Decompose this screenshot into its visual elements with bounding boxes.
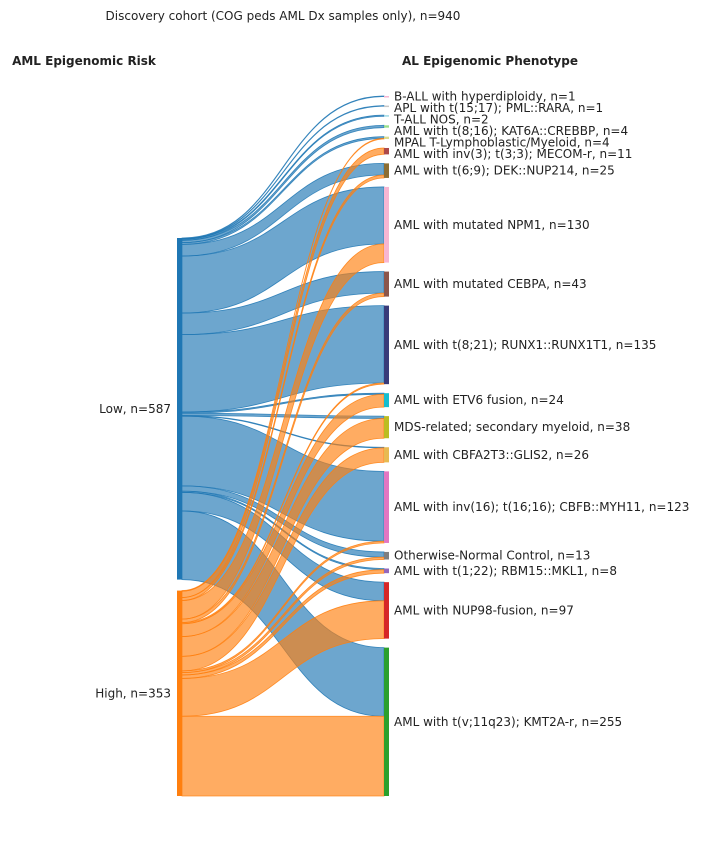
chart-title: Discovery cohort (COG peds AML Dx sample… (106, 9, 461, 23)
target-node-aml-with-mutated-npm1 (384, 186, 389, 263)
flow-high-to-aml-with-nup98-fusion (181, 600, 385, 717)
flow-high-to-aml-with-t-v-11q23-kmt2a-r (181, 715, 385, 797)
target-node-otherwise-normal-control (384, 551, 389, 560)
target-node-aml-with-t-8-21-runx1-runx1t1 (384, 305, 389, 385)
target-node-mds-related-secondary-myeloid (384, 416, 389, 439)
right-column-header: AL Epigenomic Phenotype (402, 54, 578, 68)
flow-high-to-aml-with-etv6-fusion (181, 393, 385, 637)
target-node-aml-with-etv6-fusion (384, 393, 389, 408)
target-label-aml-with-inv-3-t-3-3-mecom-r: AML with inv(3); t(3;3); MECOM-r, n=11 (394, 147, 632, 161)
target-label-aml-with-t-8-16-kat6a-crebbp: AML with t(8;16); KAT6A::CREBBP, n=4 (394, 124, 628, 138)
target-node-aml-with-nup98-fusion (384, 582, 389, 639)
target-label-aml-with-mutated-cebpa: AML with mutated CEBPA, n=43 (394, 277, 587, 291)
labels-layer: Low, n=587 High, n=353 B-ALL with hyperdip… (95, 89, 689, 729)
target-label-t-all-nos: T-ALL NOS, n=2 (393, 112, 489, 126)
flow-high-to-aml-with-mutated-npm1 (181, 243, 385, 620)
target-label-aml-with-cbfa2t3-glis2: AML with CBFA2T3::GLIS2, n=26 (394, 448, 589, 462)
flows-layer (181, 95, 385, 797)
target-label-aml-with-t-1-22-rbm15-mkl1: AML with t(1;22); RBM15::MKL1, n=8 (394, 564, 617, 578)
target-label-aml-with-inv-16-t-16-16-cbfb-myh11: AML with inv(16); t(16;16); CBFB::MYH11,… (394, 500, 689, 514)
target-node-aml-with-t-6-9-dek-nup214 (384, 163, 389, 178)
target-node-b-all-with-hyperdiploidy (384, 96, 389, 98)
target-label-b-all-with-hyperdiploidy: B-ALL with hyperdiploidy, n=1 (394, 89, 576, 103)
source-label-low: Low, n=587 (99, 402, 171, 416)
flow-high-to-aml-with-t-8-21-runx1-runx1t1 (181, 382, 385, 625)
left-column-header: AML Epigenomic Risk (12, 54, 157, 68)
flow-high-to-aml-with-t-1-22-rbm15-mkl1 (181, 569, 385, 679)
target-node-aml-with-t-v-11q23-kmt2a-r (384, 647, 389, 796)
target-label-aml-with-mutated-npm1: AML with mutated NPM1, n=130 (394, 218, 590, 232)
target-node-aml-with-mutated-cebpa (384, 271, 389, 297)
target-node-aml-with-inv-3-t-3-3-mecom-r (384, 147, 389, 155)
target-node-apl-with-t-15-17-pml-rara (384, 105, 389, 108)
source-label-high: High, n=353 (95, 686, 171, 700)
target-label-otherwise-normal-control: Otherwise-Normal Control, n=13 (394, 549, 590, 563)
source-node-low (177, 238, 182, 580)
target-label-aml-with-nup98-fusion: AML with NUP98-fusion, n=97 (394, 603, 574, 617)
target-label-aml-with-t-6-9-dek-nup214: AML with t(6;9); DEK::NUP214, n=25 (394, 164, 615, 178)
target-node-t-all-nos (384, 115, 389, 117)
target-label-aml-with-t-v-11q23-kmt2a-r: AML with t(v;11q23); KMT2A-r, n=255 (394, 715, 622, 729)
target-node-aml-with-cbfa2t3-glis2 (384, 447, 389, 463)
target-node-aml-with-t-8-16-kat6a-crebbp (384, 125, 389, 128)
nodes-layer (177, 96, 389, 796)
target-label-apl-with-t-15-17-pml-rara: APL with t(15;17); PML::RARA, n=1 (394, 101, 603, 115)
source-node-high (177, 590, 182, 796)
target-label-aml-with-t-8-21-runx1-runx1t1: AML with t(8;21); RUNX1::RUNX1T1, n=135 (394, 338, 656, 352)
target-node-mpal-t-lymphoblastic-myeloid (384, 136, 389, 139)
target-label-mds-related-secondary-myeloid: MDS-related; secondary myeloid, n=38 (394, 420, 630, 434)
flow-high-to-aml-with-t-6-9-dek-nup214 (181, 174, 385, 601)
target-label-aml-with-etv6-fusion: AML with ETV6 fusion, n=24 (394, 393, 564, 407)
flow-high-to-aml-with-inv-16-t-16-16-cbfb-myh11 (181, 540, 385, 674)
flow-high-to-mpal-t-lymphoblastic-myeloid (181, 137, 385, 592)
target-node-aml-with-t-1-22-rbm15-mkl1 (384, 568, 389, 574)
target-label-mpal-t-lymphoblastic-myeloid: MPAL T-Lymphoblastic/Myeloid, n=4 (394, 135, 610, 149)
target-node-aml-with-inv-16-t-16-16-cbfb-myh11 (384, 471, 389, 543)
flow-high-to-otherwise-normal-control (181, 556, 385, 676)
